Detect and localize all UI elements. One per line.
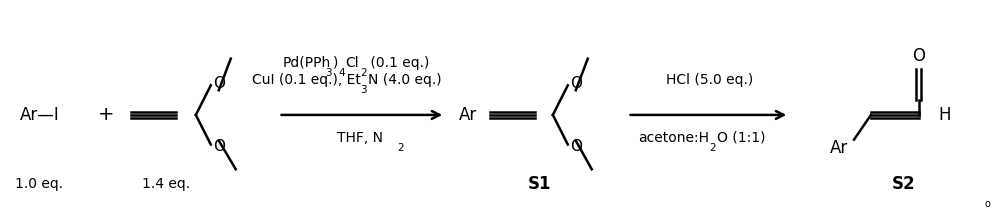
Text: Cl: Cl	[345, 56, 359, 70]
Text: 1.0 eq.: 1.0 eq.	[15, 177, 63, 191]
Text: O: O	[213, 139, 225, 154]
Text: 1.4 eq.: 1.4 eq.	[142, 177, 190, 191]
Text: 3: 3	[325, 68, 332, 77]
Text: Pd(PPh: Pd(PPh	[283, 56, 331, 70]
Text: O: O	[570, 76, 582, 91]
Text: acetone:H: acetone:H	[638, 131, 709, 145]
Text: H: H	[939, 106, 951, 124]
Text: (0.1 eq.): (0.1 eq.)	[366, 56, 430, 70]
Text: o: o	[985, 199, 991, 209]
Text: O: O	[570, 139, 582, 154]
Text: CuI (0.1 eq.), Et: CuI (0.1 eq.), Et	[252, 73, 360, 87]
Text: 2: 2	[360, 68, 367, 77]
Text: THF, N: THF, N	[337, 131, 383, 145]
Text: S1: S1	[528, 175, 552, 193]
Text: Ar: Ar	[830, 139, 848, 156]
Text: O: O	[912, 47, 925, 65]
Text: ): )	[332, 56, 338, 70]
Text: O (1:1): O (1:1)	[717, 131, 766, 145]
Text: 3: 3	[360, 85, 367, 95]
Text: Ar: Ar	[459, 106, 477, 124]
Text: 2: 2	[709, 143, 716, 153]
Text: Ar—I: Ar—I	[19, 106, 59, 124]
Text: +: +	[98, 105, 114, 125]
Text: O: O	[213, 76, 225, 91]
Text: S2: S2	[892, 175, 916, 193]
Text: HCl (5.0 eq.): HCl (5.0 eq.)	[666, 73, 753, 87]
Text: N (4.0 eq.): N (4.0 eq.)	[368, 73, 442, 87]
Text: 4: 4	[338, 68, 345, 77]
Text: 2: 2	[397, 143, 404, 153]
